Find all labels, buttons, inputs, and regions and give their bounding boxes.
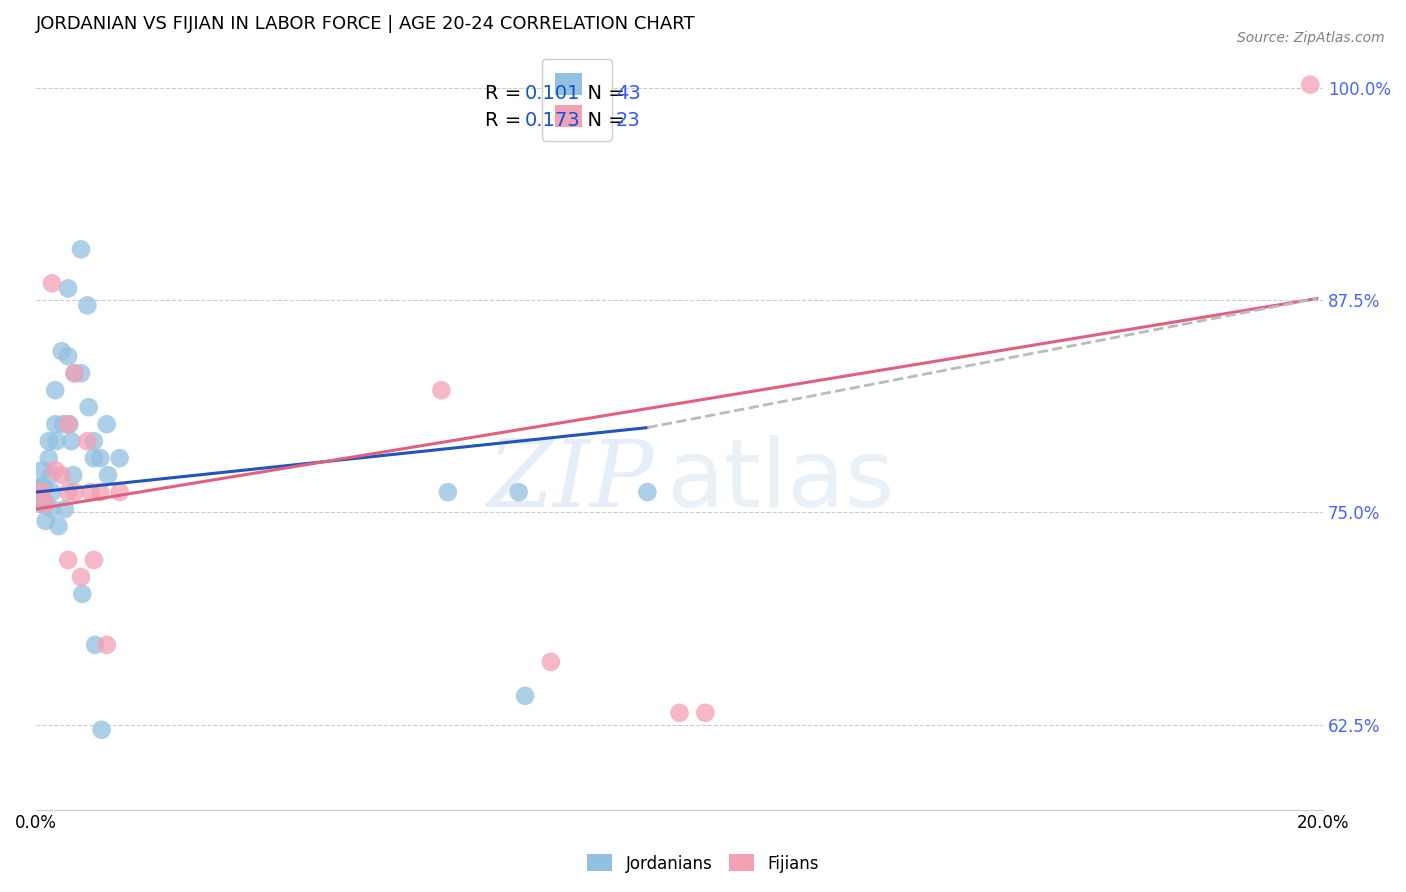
- Point: [513, 689, 536, 703]
- Point: [34, 497, 56, 511]
- Point: [31, 485, 53, 500]
- Point: [89, 485, 111, 500]
- Point: [108, 451, 131, 466]
- Point: [108, 485, 131, 500]
- Point: [63, 485, 86, 500]
- Point: [437, 485, 460, 500]
- Point: [63, 366, 86, 380]
- Point: [77, 401, 100, 415]
- Point: [58, 417, 80, 432]
- Point: [70, 243, 93, 257]
- Point: [90, 723, 112, 737]
- Point: [668, 706, 690, 720]
- Text: 0.101: 0.101: [524, 84, 579, 103]
- Point: [84, 638, 107, 652]
- Point: [31, 480, 53, 494]
- Point: [695, 706, 717, 720]
- Point: [53, 502, 76, 516]
- Legend: , : ,: [541, 59, 612, 141]
- Text: 23: 23: [616, 111, 641, 130]
- Point: [48, 519, 70, 533]
- Point: [51, 344, 73, 359]
- Point: [56, 349, 79, 363]
- Point: [45, 434, 67, 449]
- Text: R =: R =: [485, 84, 527, 103]
- Point: [70, 570, 93, 584]
- Point: [62, 468, 84, 483]
- Text: R =: R =: [485, 111, 527, 130]
- Point: [1299, 78, 1322, 92]
- Point: [38, 451, 60, 466]
- Point: [51, 468, 73, 483]
- Point: [96, 638, 118, 652]
- Point: [70, 366, 93, 380]
- Point: [63, 366, 86, 380]
- Point: [89, 451, 111, 466]
- Point: [41, 277, 63, 291]
- Point: [56, 281, 79, 295]
- Point: [76, 298, 98, 312]
- Point: [31, 463, 53, 477]
- Point: [44, 463, 66, 477]
- Point: [83, 434, 105, 449]
- Legend: Jordanians, Fijians: Jordanians, Fijians: [581, 847, 825, 880]
- Point: [39, 468, 62, 483]
- Point: [56, 417, 79, 432]
- Point: [540, 655, 562, 669]
- Text: N =: N =: [575, 84, 631, 103]
- Point: [32, 497, 55, 511]
- Point: [52, 417, 75, 432]
- Point: [44, 384, 66, 398]
- Text: JORDANIAN VS FIJIAN IN LABOR FORCE | AGE 20-24 CORRELATION CHART: JORDANIAN VS FIJIAN IN LABOR FORCE | AGE…: [37, 15, 696, 33]
- Point: [28, 485, 51, 500]
- Point: [30, 497, 52, 511]
- Text: N =: N =: [575, 111, 631, 130]
- Text: 0.173: 0.173: [524, 111, 581, 130]
- Point: [636, 485, 658, 500]
- Point: [83, 451, 105, 466]
- Point: [430, 384, 453, 398]
- Point: [72, 587, 94, 601]
- Point: [83, 553, 105, 567]
- Point: [34, 497, 56, 511]
- Point: [76, 434, 98, 449]
- Point: [32, 480, 55, 494]
- Point: [508, 485, 530, 500]
- Point: [38, 434, 60, 449]
- Point: [28, 480, 51, 494]
- Text: ZIP: ZIP: [486, 436, 654, 526]
- Text: atlas: atlas: [666, 435, 894, 527]
- Text: Source: ZipAtlas.com: Source: ZipAtlas.com: [1237, 31, 1385, 45]
- Text: 43: 43: [616, 84, 641, 103]
- Point: [44, 417, 66, 432]
- Point: [41, 502, 63, 516]
- Point: [79, 485, 101, 500]
- Point: [41, 485, 63, 500]
- Point: [56, 553, 79, 567]
- Point: [60, 434, 83, 449]
- Point: [56, 485, 79, 500]
- Point: [97, 468, 120, 483]
- Point: [34, 514, 56, 528]
- Point: [96, 417, 118, 432]
